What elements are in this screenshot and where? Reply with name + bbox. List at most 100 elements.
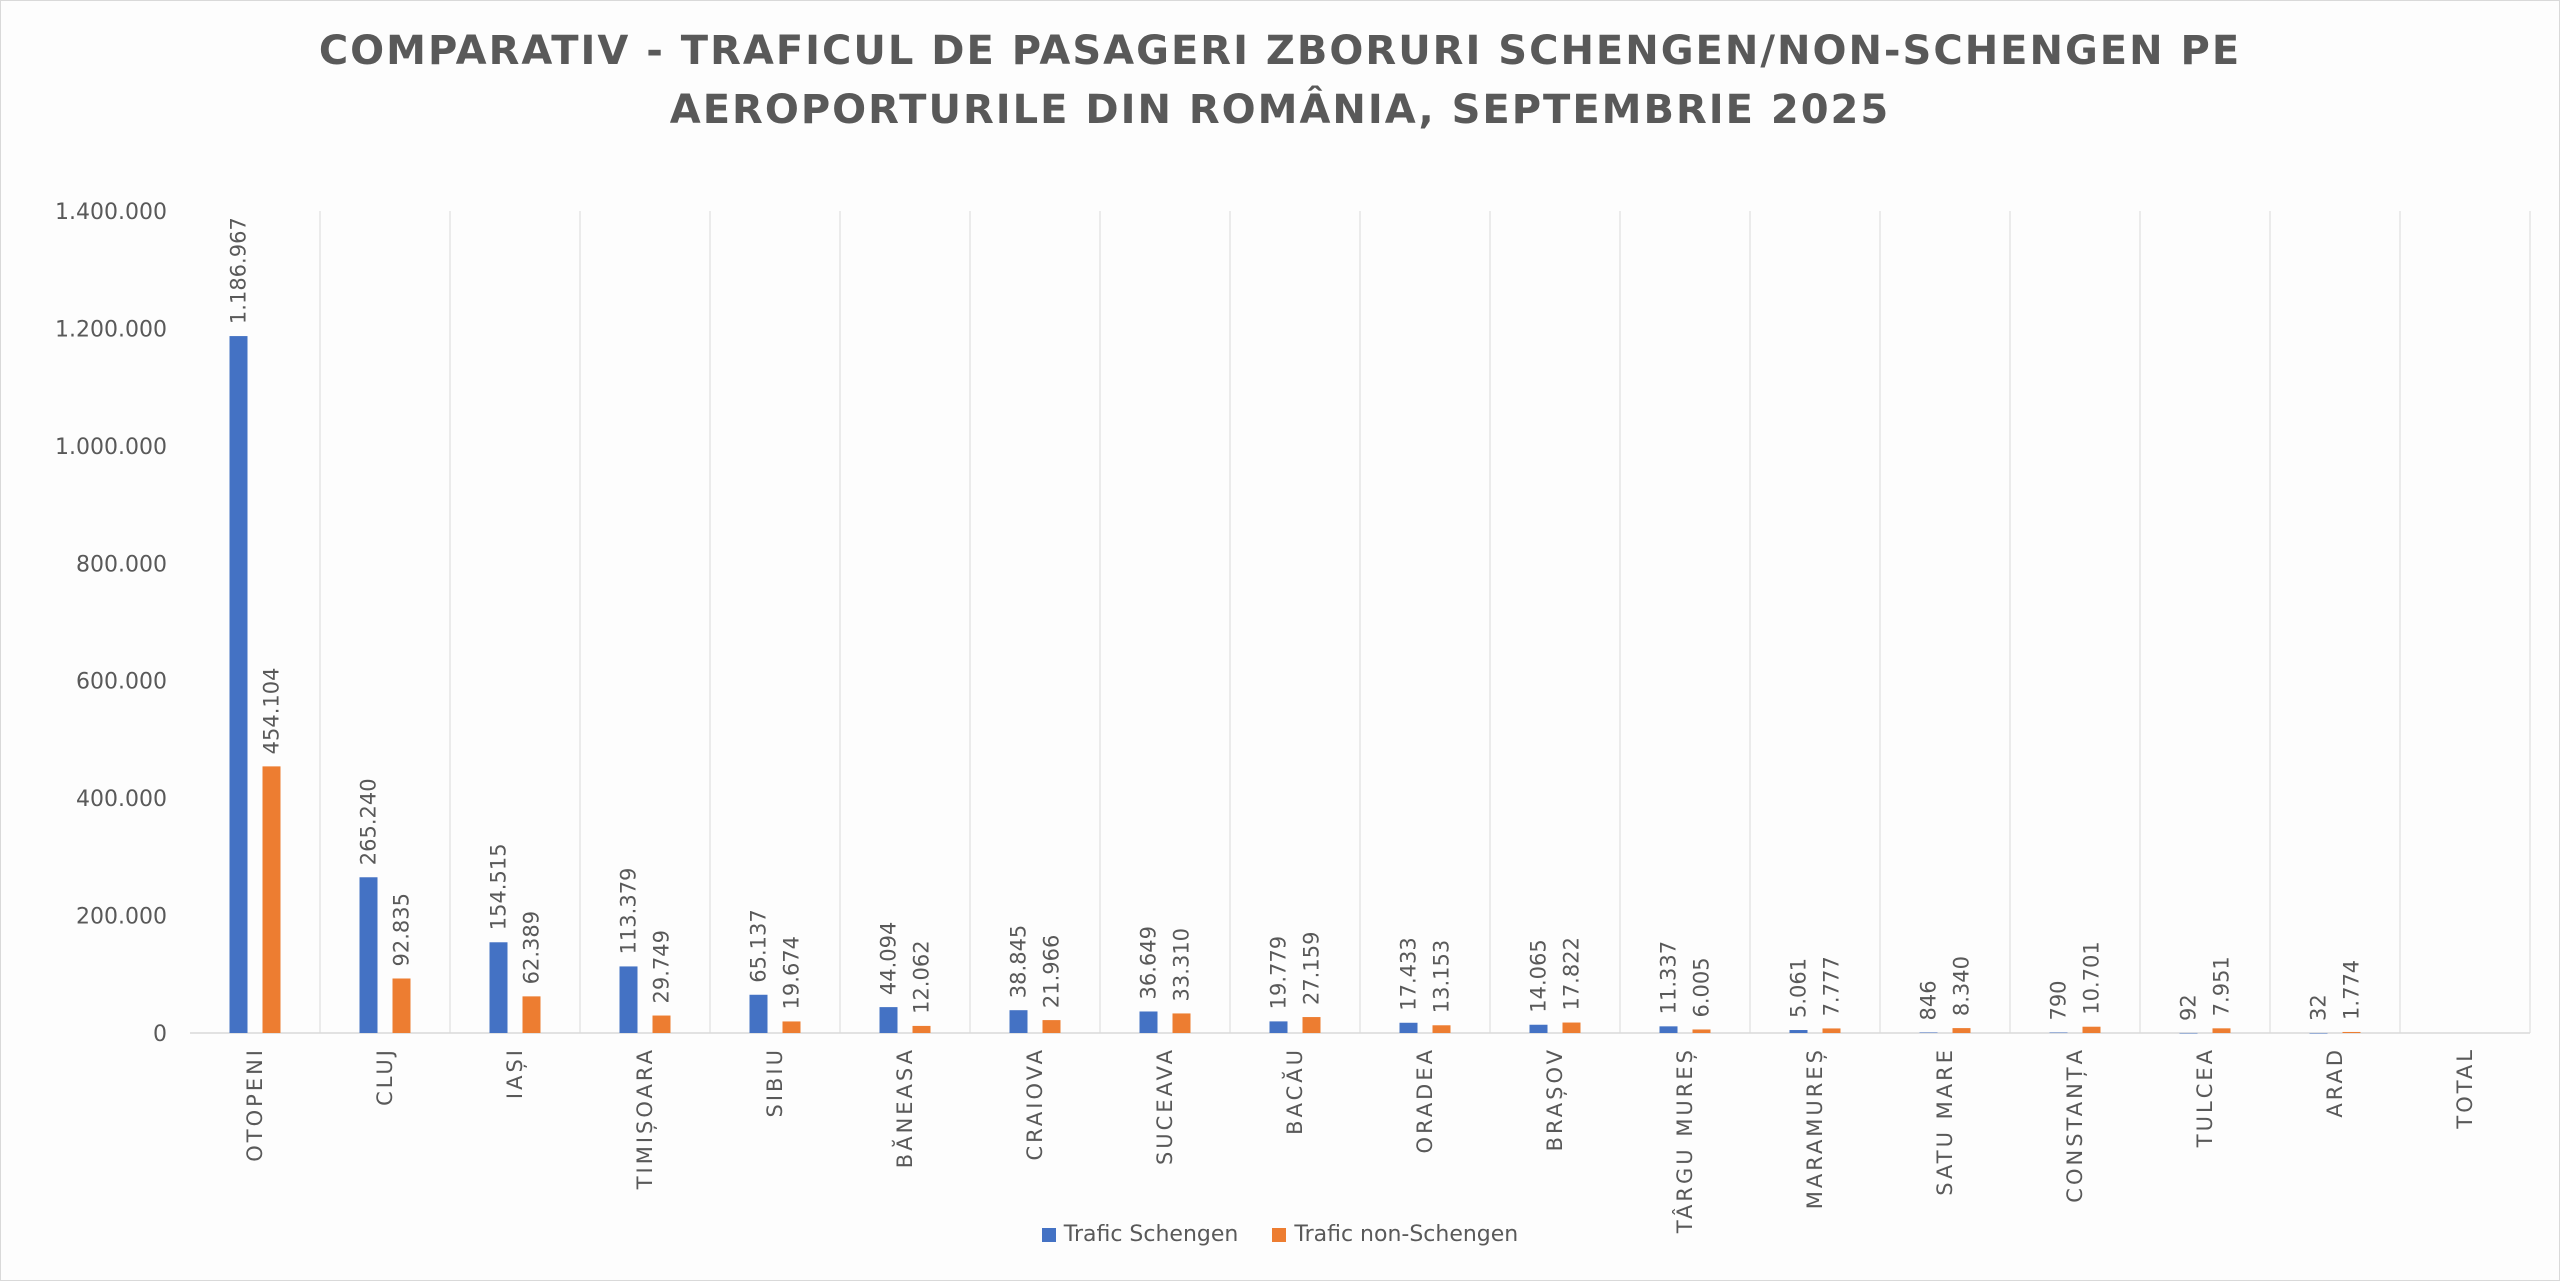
bar-schengen bbox=[2179, 1032, 2198, 1034]
bar-schengen bbox=[1009, 1010, 1028, 1033]
legend: Trafic Schengen Trafic non-Schengen bbox=[0, 1222, 2560, 1247]
bar-non-schengen bbox=[1952, 1028, 1971, 1033]
data-label-non-schengen: 27.159 bbox=[1300, 932, 1324, 1005]
bar-non-schengen bbox=[262, 766, 281, 1033]
bar-schengen bbox=[1269, 1021, 1288, 1033]
data-label-schengen: 790 bbox=[2047, 980, 2071, 1020]
legend-item-non-schengen: Trafic non-Schengen bbox=[1272, 1222, 1518, 1247]
category-label: MARAMUREȘ bbox=[1803, 1047, 1827, 1209]
chart-title-line-2: AEROPORTURILE DIN ROMÂNIA, SEPTEMBRIE 20… bbox=[669, 87, 1891, 133]
bar-non-schengen bbox=[1692, 1029, 1711, 1033]
bar-schengen bbox=[229, 336, 248, 1033]
bar-non-schengen bbox=[912, 1025, 931, 1033]
bar-schengen bbox=[1919, 1032, 1938, 1034]
data-label-non-schengen: 92.835 bbox=[390, 893, 414, 966]
category-label: CONSTANȚA bbox=[2063, 1047, 2087, 1203]
data-label-non-schengen: 1.774 bbox=[2340, 960, 2364, 1020]
bar-schengen bbox=[879, 1007, 898, 1033]
data-label-non-schengen: 7.777 bbox=[1820, 956, 1844, 1016]
data-label-non-schengen: 454.104 bbox=[260, 668, 284, 755]
category-label: BĂNEASA bbox=[891, 1047, 917, 1168]
y-tick-label: 600.000 bbox=[76, 670, 167, 695]
bar-schengen bbox=[749, 994, 768, 1033]
category-label: TIMIȘOARA bbox=[633, 1047, 657, 1190]
data-label-schengen: 38.845 bbox=[1007, 925, 1031, 998]
data-label-non-schengen: 62.389 bbox=[520, 911, 544, 984]
data-label-non-schengen: 33.310 bbox=[1170, 928, 1194, 1001]
bar-schengen bbox=[1789, 1030, 1808, 1033]
chart-title: COMPARATIV - TRAFICUL DE PASAGERI ZBORUR… bbox=[0, 22, 2560, 140]
category-label: TÂRGU MUREȘ bbox=[1672, 1047, 1697, 1234]
bar-schengen bbox=[2309, 1032, 2328, 1034]
bar-non-schengen bbox=[522, 996, 541, 1033]
bar-schengen bbox=[359, 877, 378, 1033]
bar-non-schengen bbox=[652, 1015, 671, 1033]
data-label-non-schengen: 17.822 bbox=[1560, 937, 1584, 1010]
y-tick-label: 400.000 bbox=[76, 787, 167, 812]
category-label: SUCEAVA bbox=[1153, 1047, 1177, 1165]
y-tick-label: 1.000.000 bbox=[55, 435, 167, 460]
data-label-schengen: 14.065 bbox=[1527, 939, 1551, 1012]
data-label-non-schengen: 10.701 bbox=[2080, 941, 2104, 1014]
bar-non-schengen bbox=[1172, 1013, 1191, 1033]
data-label-non-schengen: 13.153 bbox=[1430, 940, 1454, 1013]
data-label-schengen: 846 bbox=[1917, 980, 1941, 1020]
legend-item-schengen: Trafic Schengen bbox=[1041, 1222, 1239, 1247]
bar-non-schengen bbox=[1432, 1025, 1451, 1033]
category-label: SATU MARE bbox=[1933, 1047, 1957, 1196]
category-label: CLUJ bbox=[373, 1047, 397, 1106]
category-label: TULCEA bbox=[2193, 1047, 2217, 1148]
category-label: BRAȘOV bbox=[1543, 1047, 1567, 1151]
legend-label-schengen: Trafic Schengen bbox=[1063, 1222, 1239, 1247]
y-tick-label: 1.200.000 bbox=[55, 317, 167, 342]
data-label-schengen: 19.779 bbox=[1267, 936, 1291, 1009]
category-label: ARAD bbox=[2323, 1047, 2347, 1118]
data-label-schengen: 265.240 bbox=[357, 778, 381, 865]
legend-swatch-non-schengen bbox=[1272, 1227, 1287, 1242]
legend-swatch-schengen bbox=[1041, 1227, 1056, 1242]
bar-schengen bbox=[1659, 1026, 1678, 1033]
bar-schengen bbox=[619, 966, 638, 1033]
data-label-schengen: 36.649 bbox=[1137, 926, 1161, 999]
category-label: OTOPENI bbox=[243, 1047, 267, 1162]
data-label-schengen: 17.433 bbox=[1397, 937, 1421, 1010]
y-tick-label: 0 bbox=[153, 1022, 167, 1047]
data-label-non-schengen: 12.062 bbox=[910, 940, 934, 1013]
data-label-schengen: 65.137 bbox=[747, 909, 771, 982]
category-label: ORADEA bbox=[1413, 1047, 1437, 1153]
data-label-schengen: 5.061 bbox=[1787, 958, 1811, 1018]
bar-non-schengen bbox=[2342, 1031, 2361, 1033]
category-label: CRAIOVA bbox=[1023, 1047, 1047, 1161]
bar-schengen bbox=[2049, 1032, 2068, 1034]
category-label: BACĂU bbox=[1281, 1047, 1307, 1135]
bar-non-schengen bbox=[1822, 1028, 1841, 1033]
y-tick-label: 1.400.000 bbox=[55, 200, 167, 225]
bar-non-schengen bbox=[1042, 1020, 1061, 1033]
bar-schengen bbox=[489, 942, 508, 1033]
category-label: IAȘI bbox=[503, 1047, 527, 1099]
bar-non-schengen bbox=[2212, 1028, 2231, 1033]
y-tick-label: 800.000 bbox=[76, 552, 167, 577]
category-label: TOTAL bbox=[2453, 1047, 2477, 1130]
category-label: SIBIU bbox=[763, 1047, 787, 1118]
data-label-schengen: 44.094 bbox=[877, 922, 901, 995]
data-label-non-schengen: 19.674 bbox=[780, 936, 804, 1009]
bar-non-schengen bbox=[782, 1021, 801, 1033]
y-tick-label: 200.000 bbox=[76, 905, 167, 930]
data-label-schengen: 154.515 bbox=[487, 843, 511, 930]
data-label-schengen: 92 bbox=[2177, 994, 2201, 1021]
data-label-non-schengen: 8.340 bbox=[1950, 956, 1974, 1016]
bar-schengen bbox=[1399, 1022, 1418, 1033]
bar-schengen bbox=[1529, 1024, 1548, 1033]
data-label-non-schengen: 6.005 bbox=[1690, 957, 1714, 1017]
data-label-schengen: 32 bbox=[2307, 994, 2331, 1021]
bar-schengen bbox=[1139, 1011, 1158, 1033]
bar-non-schengen bbox=[1302, 1017, 1321, 1033]
data-label-schengen: 113.379 bbox=[617, 868, 641, 955]
data-label-non-schengen: 21.966 bbox=[1040, 935, 1064, 1008]
data-label-non-schengen: 7.951 bbox=[2210, 956, 2234, 1016]
bar-non-schengen bbox=[392, 978, 411, 1033]
bar-non-schengen bbox=[1562, 1022, 1581, 1033]
